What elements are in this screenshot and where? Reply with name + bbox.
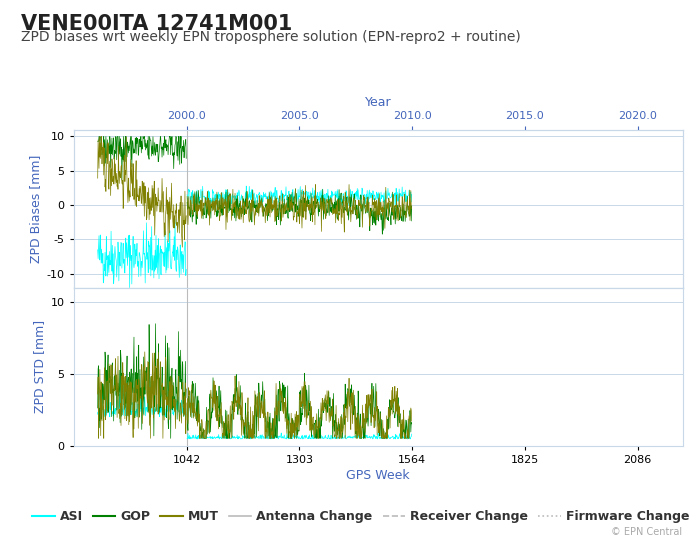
Legend: ASI, GOP, MUT, Antenna Change, Receiver Change, Firmware Change: ASI, GOP, MUT, Antenna Change, Receiver … [27, 505, 694, 528]
Text: © EPN Central: © EPN Central [611, 527, 682, 537]
X-axis label: GPS Week: GPS Week [346, 469, 410, 482]
Y-axis label: ZPD STD [mm]: ZPD STD [mm] [34, 320, 46, 413]
Y-axis label: ZPD Biases [mm]: ZPD Biases [mm] [29, 154, 42, 263]
Text: ZPD biases wrt weekly EPN troposphere solution (EPN-repro2 + routine): ZPD biases wrt weekly EPN troposphere so… [21, 30, 521, 44]
Text: VENE00ITA 12741M001: VENE00ITA 12741M001 [21, 14, 293, 33]
X-axis label: Year: Year [365, 97, 391, 110]
